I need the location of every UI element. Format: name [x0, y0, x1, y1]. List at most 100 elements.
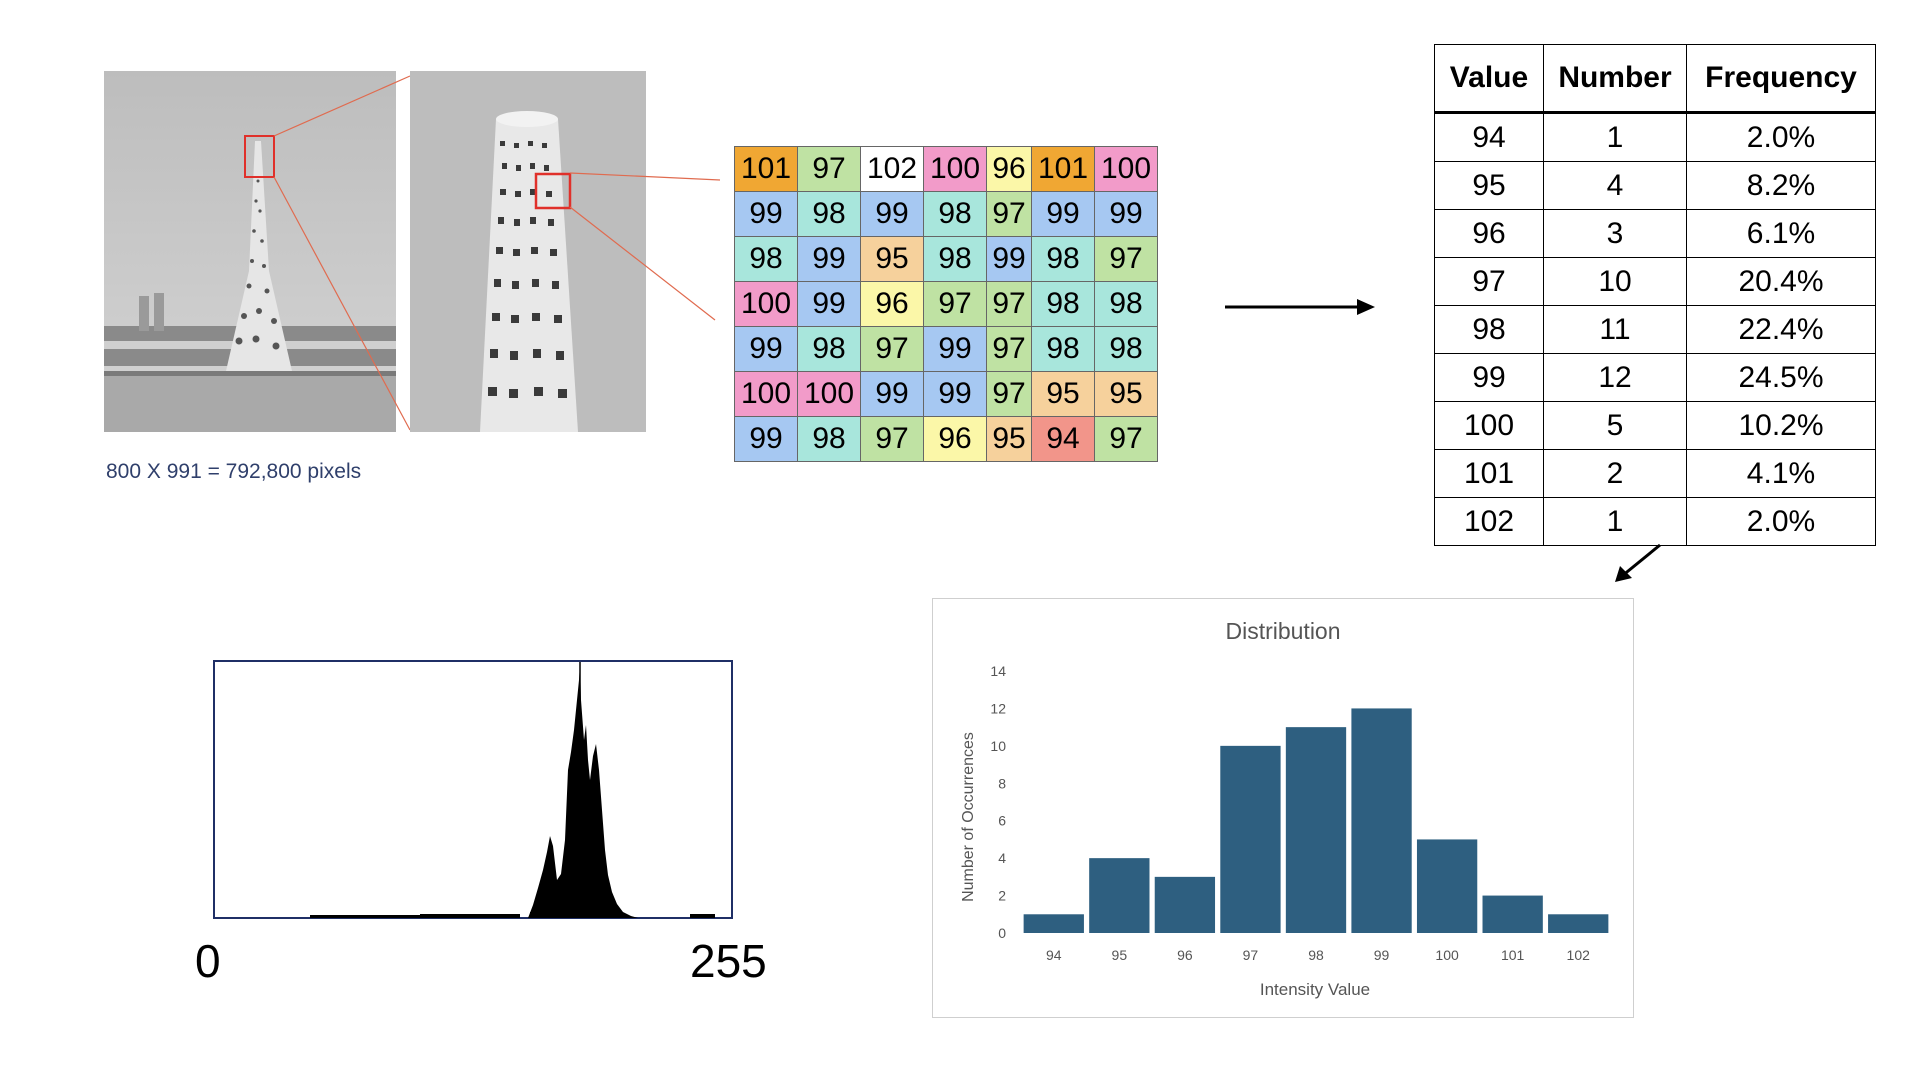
pixel-grid-row: 99 98 97 96 95 94 97: [734, 416, 1158, 462]
x-tick-label: 99: [1374, 947, 1390, 963]
frequency-cell: 2: [1543, 449, 1687, 498]
frequency-table: Value Number Frequency 94 1 2.0% 95 4 8.2% 96 3 6.…: [1434, 44, 1876, 546]
frequency-header-cell: Frequency: [1686, 44, 1876, 114]
frequency-row: 95 4 8.2%: [1434, 161, 1876, 210]
bar-94: [1023, 914, 1084, 933]
arrow-right-icon: [1225, 299, 1375, 315]
frequency-cell: 102: [1434, 497, 1544, 546]
pixel-cell: 100: [734, 281, 798, 327]
pixel-cell: 100: [1094, 146, 1158, 192]
pixel-cell: 99: [797, 236, 861, 282]
pixel-cell: 97: [797, 146, 861, 192]
pixel-cell: 97: [860, 326, 924, 372]
frequency-cell: 98: [1434, 305, 1544, 354]
image-histogram: [213, 660, 733, 919]
frequency-row: 99 12 24.5%: [1434, 353, 1876, 402]
frequency-cell: 4.1%: [1686, 449, 1876, 498]
pixel-cell: 97: [986, 191, 1032, 237]
pixel-cell: 98: [1031, 236, 1095, 282]
bar-97: [1220, 745, 1281, 933]
x-tick-label: 95: [1112, 947, 1128, 963]
zoom-connector-lines: [273, 75, 411, 431]
pixel-cell: 101: [734, 146, 798, 192]
pixel-cell: 99: [734, 416, 798, 462]
pixel-cell: 98: [1094, 326, 1158, 372]
bar-99: [1351, 708, 1412, 933]
frequency-row: 97 10 20.4%: [1434, 257, 1876, 306]
frequency-row: 94 1 2.0%: [1434, 112, 1876, 162]
pixel-cell: 95: [1031, 371, 1095, 417]
frequency-cell: 99: [1434, 353, 1544, 402]
chart-y-axis-label: Number of Occurrences: [960, 732, 977, 902]
pixel-value-grid: 101 97 102 100 96 101 100 99 98 99 98 97 99 99 98 99 95 9…: [734, 146, 1158, 462]
pixel-grid-row: 99 98 99 98 97 99 99: [734, 191, 1158, 237]
pixel-cell: 98: [1094, 281, 1158, 327]
pixel-cell: 94: [1031, 416, 1095, 462]
pixel-cell: 99: [923, 326, 987, 372]
pixel-cell: 98: [1031, 281, 1095, 327]
pixel-cell: 97: [1094, 236, 1158, 282]
pixel-cell: 95: [860, 236, 924, 282]
pixel-cell: 95: [986, 416, 1032, 462]
bar-101: [1482, 895, 1543, 933]
pixel-cell: 97: [986, 326, 1032, 372]
pixel-cell: 98: [1031, 326, 1095, 372]
pixel-grid-row: 100 99 96 97 97 98 98: [734, 281, 1158, 327]
pixel-cell: 99: [1094, 191, 1158, 237]
frequency-cell: 1: [1543, 497, 1687, 546]
bar-96: [1154, 876, 1216, 933]
histogram-max-label: 255: [690, 935, 767, 987]
frequency-cell: 24.5%: [1686, 353, 1876, 402]
frequency-row: 101 2 4.1%: [1434, 449, 1876, 498]
y-tick-label: 12: [990, 700, 1006, 716]
bar-100: [1416, 839, 1478, 933]
x-tick-label: 97: [1243, 947, 1259, 963]
arrow-down-left-icon: [1615, 543, 1661, 582]
pixel-cell: 99: [923, 371, 987, 417]
pixel-cell: 100: [797, 371, 861, 417]
x-tick-label: 96: [1177, 947, 1193, 963]
pixel-cell: 98: [797, 416, 861, 462]
pixel-cell: 98: [734, 236, 798, 282]
pixel-cell: 96: [923, 416, 987, 462]
x-tick-label: 100: [1435, 947, 1459, 963]
y-tick-label: 10: [990, 738, 1006, 754]
frequency-cell: 2.0%: [1686, 112, 1876, 162]
frequency-row: 98 11 22.4%: [1434, 305, 1876, 354]
y-tick-label: 6: [998, 813, 1006, 829]
frequency-cell: 1: [1543, 112, 1687, 162]
pixel-cell: 97: [923, 281, 987, 327]
chart-x-axis-label: Intensity Value: [1260, 980, 1370, 999]
frequency-cell: 96: [1434, 209, 1544, 258]
pixel-cell: 98: [923, 236, 987, 282]
pixel-grid-row: 98 99 95 98 99 98 97: [734, 236, 1158, 282]
frequency-cell: 10.2%: [1686, 401, 1876, 450]
pixel-cell: 96: [860, 281, 924, 327]
bar-95: [1089, 858, 1150, 933]
x-tick-label: 94: [1046, 947, 1062, 963]
frequency-row: 100 5 10.2%: [1434, 401, 1876, 450]
frequency-row: 102 1 2.0%: [1434, 497, 1876, 546]
pixel-grid-row: 101 97 102 100 96 101 100: [734, 146, 1158, 192]
frequency-cell: 5: [1543, 401, 1687, 450]
bar-98: [1285, 727, 1347, 933]
distribution-chart-svg: Distribution Intensity Value Number of O…: [960, 618, 1609, 999]
pixel-cell: 99: [1031, 191, 1095, 237]
pixel-grid-row: 100 100 99 99 97 95 95: [734, 371, 1158, 417]
pixel-grid-row: 99 98 97 99 97 98 98: [734, 326, 1158, 372]
frequency-header-cell: Value: [1434, 44, 1544, 114]
frequency-row: 96 3 6.1%: [1434, 209, 1876, 258]
frequency-table-header: Value Number Frequency: [1434, 44, 1876, 114]
pixel-cell: 98: [923, 191, 987, 237]
pixel-cell: 99: [734, 326, 798, 372]
pixel-cell: 99: [986, 236, 1032, 282]
pixel-cell: 98: [797, 191, 861, 237]
frequency-cell: 101: [1434, 449, 1544, 498]
frequency-cell: 20.4%: [1686, 257, 1876, 306]
tower-zoom-photo: [410, 71, 646, 432]
x-tick-label: 101: [1501, 947, 1525, 963]
tower-photo: [104, 71, 396, 432]
distribution-chart: Distribution Intensity Value Number of O…: [932, 598, 1634, 1018]
y-tick-label: 4: [998, 850, 1006, 866]
pixel-cell: 95: [1094, 371, 1158, 417]
